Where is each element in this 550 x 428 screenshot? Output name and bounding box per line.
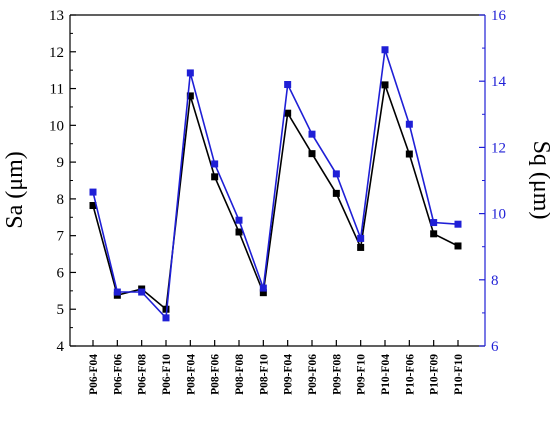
x-tick-label: P09-F06	[307, 354, 319, 395]
y-left-tick-label: 13	[49, 8, 64, 24]
data-point-left	[381, 81, 389, 89]
series-left	[89, 81, 462, 313]
left-axis: 4 5 6 7 8 9 10 11 12 13	[49, 8, 76, 355]
x-axis: P06-F04 P06-F06 P06-F08 P06-F10 P08-F04 P08-F…	[88, 340, 465, 395]
data-point-left	[235, 228, 243, 236]
y-right-tick-label: 10	[491, 207, 506, 223]
right-axis: 6 8 10 12 14 16	[479, 8, 507, 355]
y-left-tick-label: 5	[57, 302, 65, 318]
y-right-tick-label: 14	[491, 74, 507, 90]
series-layer	[89, 46, 462, 322]
data-point-right	[138, 288, 146, 296]
y-left-tick-label: 12	[49, 45, 64, 61]
x-tick-label: P06-F08	[137, 354, 149, 395]
data-point-left	[259, 289, 267, 297]
data-point-right	[381, 46, 389, 54]
data-point-right	[405, 120, 413, 128]
data-point-right	[259, 284, 267, 292]
series-right	[89, 46, 462, 322]
x-tick-label: P08-F04	[185, 354, 197, 395]
data-point-right	[284, 81, 292, 89]
x-tick-label: P09-F04	[283, 354, 295, 395]
data-point-left	[430, 230, 438, 238]
x-tick-label: P10-F04	[380, 354, 392, 395]
y-right-tick-label: 16	[491, 8, 507, 24]
series-line-left	[92, 84, 459, 311]
data-point-left	[454, 242, 462, 250]
x-tick-label: P06-F04	[88, 354, 100, 395]
data-point-right	[430, 219, 438, 227]
data-point-left	[332, 189, 340, 197]
y-left-tick-label: 6	[57, 265, 65, 281]
y-left-tick-label: 11	[50, 82, 64, 98]
x-tick-label: P08-F10	[258, 354, 270, 395]
y-right-tick-label: 6	[491, 339, 499, 355]
data-point-right	[357, 234, 365, 242]
data-point-right	[332, 170, 340, 178]
x-tick-label: P06-F06	[112, 354, 124, 395]
y-right-tick-label: 8	[491, 273, 499, 289]
y-right-tick-label: 12	[491, 140, 506, 156]
y-left-tick-label: 8	[57, 192, 65, 208]
x-tick-label: P08-F08	[234, 354, 246, 395]
x-tick-label: P10-F10	[453, 354, 465, 395]
x-tick-label: P10-F06	[404, 354, 416, 395]
data-point-left	[186, 92, 194, 100]
data-point-left	[405, 150, 413, 158]
x-tick-label: P10-F09	[429, 354, 441, 395]
data-point-right	[186, 69, 194, 77]
data-point-left	[89, 202, 97, 210]
x-tick-label: P09-F10	[356, 354, 368, 395]
data-point-right	[235, 216, 243, 224]
x-tick-label: P08-F06	[210, 354, 222, 395]
data-point-right	[454, 220, 462, 228]
x-tick-label: P09-F08	[331, 354, 343, 395]
y-left-tick-label: 4	[57, 339, 65, 355]
data-point-left	[211, 173, 219, 181]
y-axis-right-title: Sq (μm)	[528, 141, 550, 220]
data-point-left	[357, 243, 365, 251]
y-left-tick-label: 7	[57, 229, 65, 245]
data-point-right	[308, 130, 316, 138]
data-point-left	[308, 150, 316, 158]
data-point-right	[162, 314, 170, 322]
data-point-right	[113, 288, 121, 296]
y-left-tick-label: 9	[57, 155, 65, 171]
data-point-right	[89, 188, 97, 196]
series-line-right	[92, 49, 459, 320]
y-left-tick-label: 10	[49, 118, 64, 134]
data-point-left	[162, 305, 170, 313]
y-axis-left-title: Sa (μm)	[2, 151, 28, 229]
data-point-right	[211, 160, 219, 168]
x-tick-label: P06-F10	[161, 354, 173, 395]
data-point-left	[284, 109, 292, 117]
